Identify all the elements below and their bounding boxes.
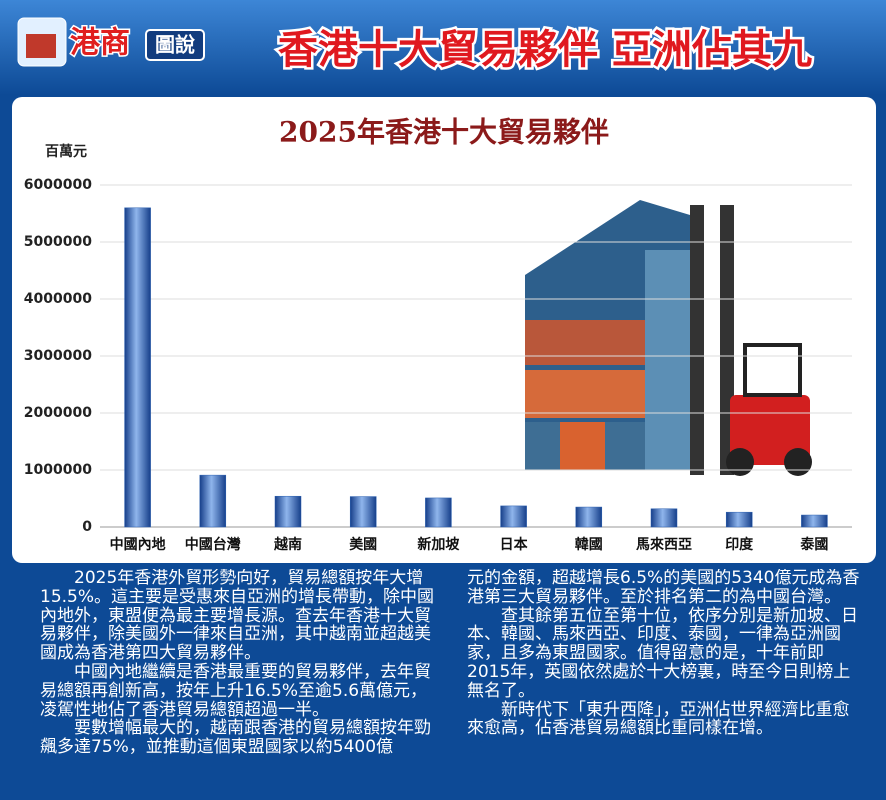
x-tick-label: 韓國 (575, 536, 603, 553)
logo-text: 港商 (70, 26, 130, 61)
logo: 港商 圖說 (17, 17, 205, 67)
x-tick-label: 越南 (273, 536, 302, 553)
bar (199, 474, 227, 528)
y-tick-label: 4000000 (24, 291, 92, 307)
x-tick-label: 中國台灣 (185, 536, 241, 553)
x-tick-label: 泰國 (799, 536, 828, 553)
y-tick-label: 1000000 (24, 462, 92, 478)
x-tick-label: 馬來西亞 (636, 536, 692, 553)
paragraph: 要數增幅最大的，越南跟香港的貿易總額按年勁飆多達75%，並推動這個東盟國家以約5… (40, 718, 431, 758)
article: 2025年香港外貿形勢向好，貿易總額按年大增15.5%。這主要是受惠來自亞洲的增… (0, 569, 886, 800)
x-tick-label: 印度 (725, 536, 754, 553)
headline: 香港十大貿易夥伴 亞洲佔其九 (278, 27, 812, 73)
y-tick-label: 0 (82, 519, 92, 535)
x-tick-label: 日本 (500, 536, 529, 553)
y-tick-label: 3000000 (24, 348, 92, 364)
x-tick-label: 中國內地 (110, 536, 166, 553)
bar (725, 511, 753, 528)
chart: 港商 圖說 香港十大貿易夥伴 亞洲佔其九 2025年香港十大貿易夥伴 百萬元 0… (0, 0, 886, 563)
paragraph: 元的金額，超越增長6.5%的美國的5340億元成為香港第三大貿易夥伴。至於排名第… (467, 569, 860, 607)
bar (124, 207, 151, 528)
bar (650, 508, 678, 528)
article-column: 2025年香港外貿形勢向好，貿易總額按年大增15.5%。這主要是受惠來自亞洲的增… (40, 569, 438, 757)
photo (525, 200, 812, 476)
logo-tag: 圖說 (155, 33, 195, 57)
y-tick-label: 6000000 (24, 177, 92, 193)
paragraph: 新時代下「東升西降」，亞洲佔世界經濟比重愈來愈高，佔香港貿易總額比重同樣在增。 (467, 699, 850, 739)
article-column: 元的金額，超越增長6.5%的美國的5340億元成為香港第三大貿易夥伴。至於排名第… (467, 569, 865, 738)
bar (575, 506, 603, 528)
bar (274, 495, 302, 528)
y-axis-label: 百萬元 (45, 143, 87, 160)
chart-title: 2025年香港十大貿易夥伴 (279, 116, 609, 149)
paragraph: 中國內地繼續是香港最重要的貿易夥伴，去年貿易總額再創新高，按年上升16.5%至逾… (40, 661, 431, 720)
y-tick-label: 2000000 (24, 405, 92, 421)
y-tick-label: 5000000 (24, 234, 92, 250)
paragraph: 2025年香港外貿形勢向好，貿易總額按年大增15.5%。這主要是受惠來自亞洲的增… (40, 569, 435, 664)
paragraph: 查其餘第五位至第十位，依序分別是新加坡、日本、韓國、馬來西亞、印度、泰國，一律為… (467, 605, 858, 701)
bar (425, 497, 452, 528)
bar (801, 514, 828, 528)
x-tick-label: 新加坡 (417, 536, 460, 553)
bar (349, 496, 377, 528)
bar (500, 505, 527, 528)
x-tick-label: 美國 (349, 536, 377, 553)
